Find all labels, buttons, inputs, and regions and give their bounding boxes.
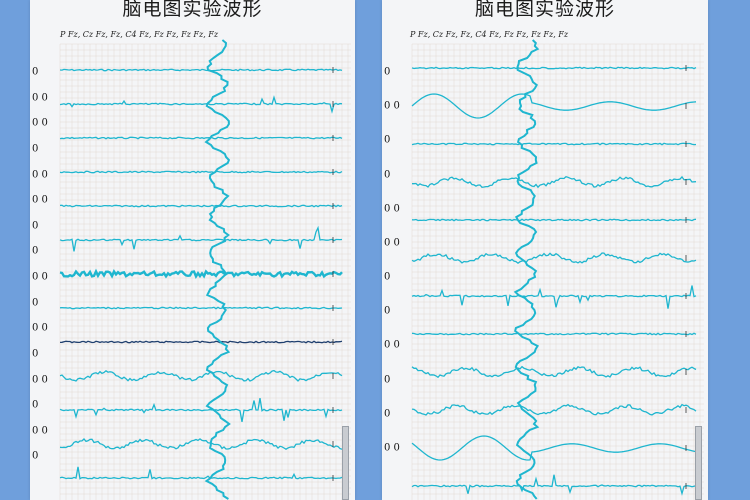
eeg-trace [59,68,343,72]
eeg-trace [59,95,343,114]
lead-label: 0 [384,66,391,78]
eeg-trace [411,66,697,70]
eeg-trace [59,438,343,450]
lead-label: 0 0 [384,442,400,454]
lead-label: 0 [32,220,39,232]
eeg-trace [411,332,697,336]
lead-label: 0 0 [384,339,400,351]
lead-label: 0 0 [32,374,48,385]
lead-label: 0 [32,143,39,155]
eeg-panel-left: 脑电图实验波形 P Fz, Cz Fz, Fz, C4 Fz, Fz Fz, F… [30,0,355,500]
lead-label: 0 [384,271,391,283]
lead-label: 0 [384,408,391,420]
lead-label: 0 0 [32,425,48,437]
eeg-trace-area [411,39,704,500]
lead-label: 0 0 [32,271,48,283]
lead-label: 0 0 [32,117,48,129]
eeg-trace [411,365,697,379]
scrollbar[interactable] [695,426,702,500]
eeg-panel-right: 脑电图实验波形 P Fz, Cz Fz, Fz, C4 Fz, Fz Fz, F… [382,0,708,500]
eeg-trace [59,306,343,310]
lead-label: 0 [32,66,39,78]
channel-labels: P Fz, Cz Fz, Fz, C4 Fz, Fz Fz, Fz Fz, Fz [410,30,569,39]
panel-title: 脑电图实验波形 [122,0,263,20]
eeg-trace [411,474,697,496]
eeg-trace [411,218,697,222]
channel-labels: P Fz, Cz Fz, Fz, C4 Fz, Fz Fz, Fz Fz, Fz [60,30,219,39]
lead-label: 0 [384,305,391,317]
lead-label: 0 [32,450,39,462]
lead-label: 0 0 [32,322,48,334]
lead-label: 0 0 [384,100,400,112]
eeg-trace [411,435,697,461]
lead-label: 0 [32,348,39,360]
eeg-trace [411,93,697,119]
eeg-trace [411,403,697,416]
grid [59,43,351,500]
eeg-trace [59,204,343,208]
panel-title: 脑电图实验波形 [474,0,615,20]
lead-label: 0 [384,134,391,146]
eeg-trace-area [59,39,351,500]
grid [411,43,704,500]
lead-label: 0 [32,399,39,411]
eeg-trace [59,466,343,480]
lead-label: 0 [384,169,391,180]
lead-label: 0 0 [384,237,400,249]
eeg-trace [59,340,343,344]
eeg-trace [59,397,343,423]
lead-label: 0 [384,374,391,385]
artifact-trace [204,39,231,500]
eeg-trace [59,225,343,252]
lead-label: 0 0 [384,203,400,215]
eeg-trace [412,175,697,189]
eeg-trace [411,142,697,146]
eeg-trace [59,268,343,280]
eeg-trace [59,136,343,140]
eeg-trace [411,252,697,265]
artifact-trace [513,39,540,500]
eeg-trace [411,285,697,309]
lead-label: 0 [32,245,39,257]
scrollbar[interactable] [342,426,349,500]
lead-label: 0 0 [32,92,48,104]
eeg-trace [59,369,343,382]
lead-label: 0 0 [32,169,48,180]
eeg-trace [59,170,343,174]
lead-label: 0 0 [32,194,48,206]
lead-label: 0 [32,297,39,309]
